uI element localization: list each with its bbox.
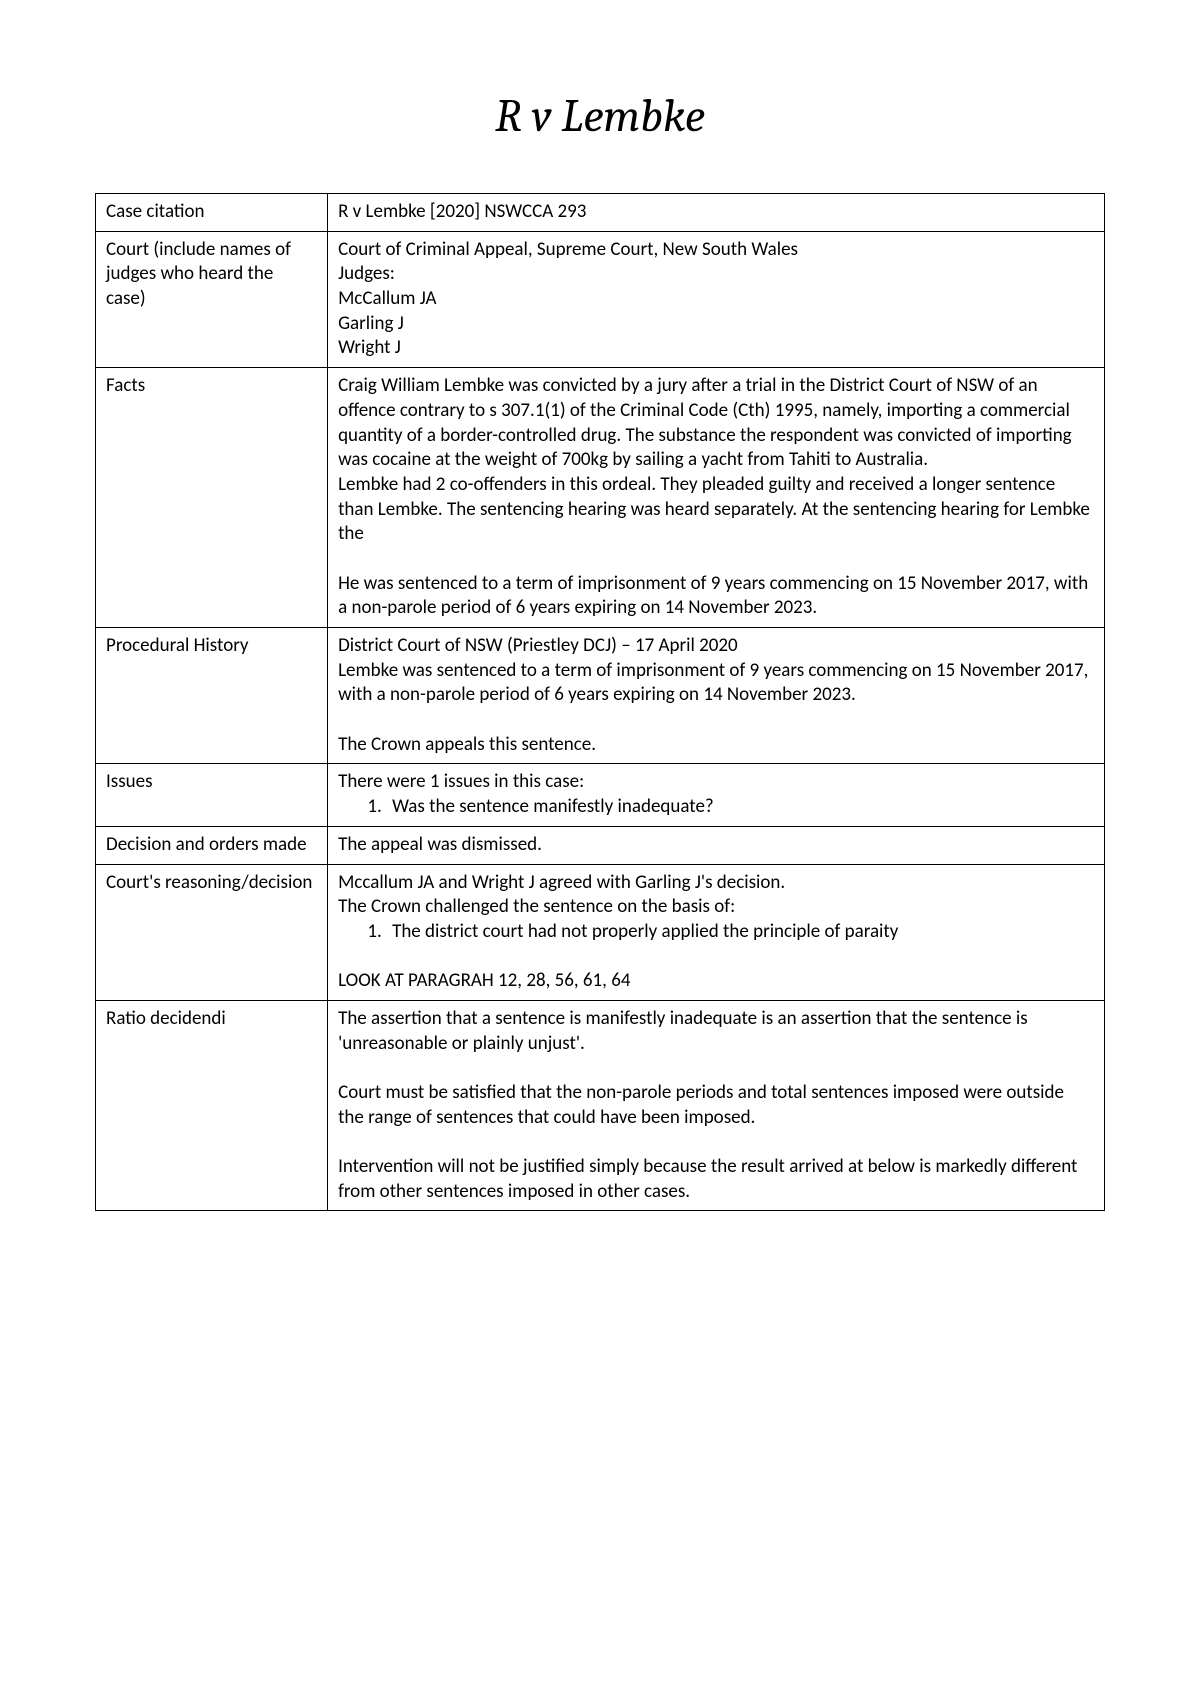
row-value: Craig William Lembke was convicted by a … [328,368,1105,628]
row-label: Procedural History [96,628,328,764]
table-row: Court (include names of judges who heard… [96,231,1105,367]
row-value: The assertion that a sentence is manifes… [328,1000,1105,1211]
case-table: Case citation R v Lembke [2020] NSWCCA 2… [95,193,1105,1211]
row-label: Ratio decidendi [96,1000,328,1211]
page-title: R v Lembke [95,90,1105,143]
row-label: Issues [96,764,328,826]
row-value: Court of Criminal Appeal, Supreme Court,… [328,231,1105,367]
row-value: There were 1 issues in this case:Was the… [328,764,1105,826]
table-row: Procedural History District Court of NSW… [96,628,1105,764]
row-value: Mccallum JA and Wright J agreed with Gar… [328,864,1105,1000]
row-value: The appeal was dismissed. [328,826,1105,864]
table-row: Case citation R v Lembke [2020] NSWCCA 2… [96,194,1105,232]
row-label: Facts [96,368,328,628]
table-row: Ratio decidendi The assertion that a sen… [96,1000,1105,1211]
row-label: Case citation [96,194,328,232]
row-label: Court's reasoning/decision [96,864,328,1000]
row-value: District Court of NSW (Priestley DCJ) – … [328,628,1105,764]
table-row: Decision and orders made The appeal was … [96,826,1105,864]
table-row: Court's reasoning/decision Mccallum JA a… [96,864,1105,1000]
table-row: Issues There were 1 issues in this case:… [96,764,1105,826]
row-label: Decision and orders made [96,826,328,864]
row-label: Court (include names of judges who heard… [96,231,328,367]
table-row: Facts Craig William Lembke was convicted… [96,368,1105,628]
row-value: R v Lembke [2020] NSWCCA 293 [328,194,1105,232]
case-table-body: Case citation R v Lembke [2020] NSWCCA 2… [96,194,1105,1211]
